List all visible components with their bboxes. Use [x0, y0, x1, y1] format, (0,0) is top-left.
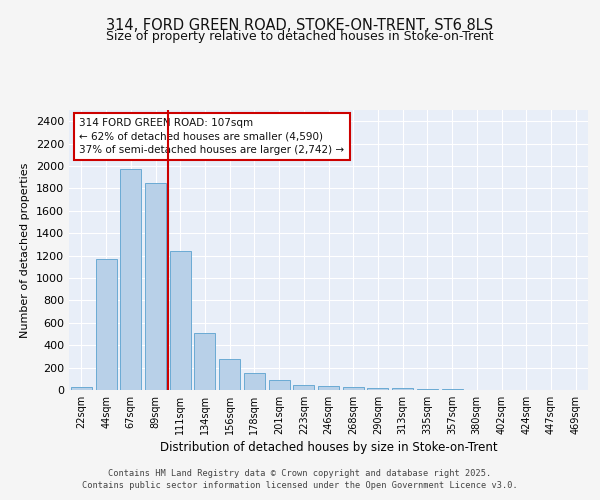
Bar	[194, 333, 215, 390]
Text: Contains HM Land Registry data © Crown copyright and database right 2025.
Contai: Contains HM Land Registry data © Crown c…	[82, 468, 518, 490]
Bar	[219, 359, 240, 390]
Y-axis label: Number of detached properties: Number of detached properties	[20, 162, 31, 338]
Bar	[120, 170, 141, 390]
Bar	[392, 388, 413, 390]
Bar	[269, 380, 290, 390]
Bar	[145, 183, 166, 390]
Bar	[95, 259, 116, 390]
Bar	[170, 251, 191, 390]
Bar	[417, 389, 438, 390]
Text: Size of property relative to detached houses in Stoke-on-Trent: Size of property relative to detached ho…	[106, 30, 494, 43]
Bar	[343, 386, 364, 390]
Bar	[293, 384, 314, 390]
Bar	[71, 387, 92, 390]
X-axis label: Distribution of detached houses by size in Stoke-on-Trent: Distribution of detached houses by size …	[160, 441, 497, 454]
Bar	[318, 386, 339, 390]
Bar	[367, 388, 388, 390]
Text: 314 FORD GREEN ROAD: 107sqm
← 62% of detached houses are smaller (4,590)
37% of : 314 FORD GREEN ROAD: 107sqm ← 62% of det…	[79, 118, 344, 155]
Text: 314, FORD GREEN ROAD, STOKE-ON-TRENT, ST6 8LS: 314, FORD GREEN ROAD, STOKE-ON-TRENT, ST…	[106, 18, 494, 32]
Bar	[244, 372, 265, 390]
